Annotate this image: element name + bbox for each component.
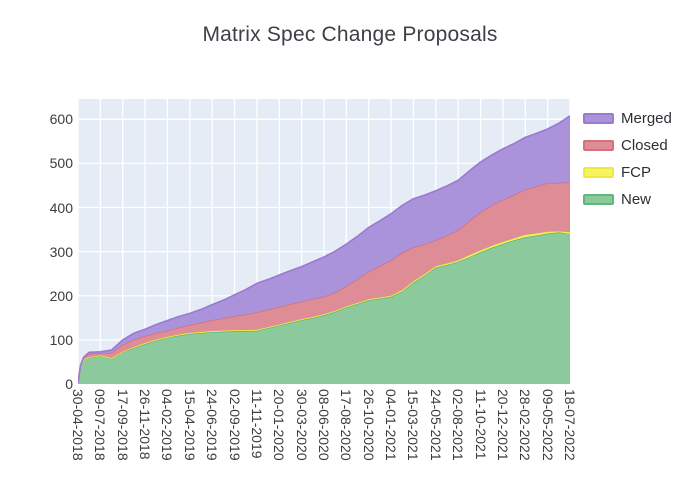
legend-item-merged[interactable]: Merged	[583, 109, 672, 128]
legend-swatch-icon	[583, 113, 614, 124]
x-tick-label: 15-03-2021	[405, 389, 422, 461]
x-tick-label: 17-08-2020	[338, 389, 355, 461]
x-tick-label: 28-02-2022	[517, 389, 534, 461]
x-tick-label: 20-12-2021	[494, 389, 511, 461]
y-tick-label: 200	[49, 287, 73, 304]
line-merged	[78, 115, 570, 384]
legend: Merged Closed FCP New	[583, 109, 672, 217]
y-tick-label: 400	[49, 199, 73, 216]
x-tick-label: 08-06-2020	[316, 389, 332, 461]
legend-item-new[interactable]: New	[583, 190, 672, 209]
chart-title: Matrix Spec Change Proposals	[202, 23, 498, 46]
plot-area[interactable]	[78, 99, 570, 384]
x-tick-label: 17-09-2018	[114, 389, 131, 461]
x-tick-label: 11-11-2019	[248, 389, 265, 459]
legend-swatch-icon	[583, 194, 614, 205]
legend-label: Closed	[621, 137, 668, 154]
x-tick-label: 26-11-2018	[137, 389, 154, 460]
x-tick-label: 24-06-2019	[204, 389, 221, 461]
legend-label: FCP	[621, 164, 651, 181]
legend-item-closed[interactable]: Closed	[583, 136, 672, 155]
x-tick-label: 18-07-2022	[562, 389, 578, 461]
x-tick-label: 11-10-2021	[472, 389, 489, 460]
legend-item-fcp[interactable]: FCP	[583, 163, 672, 182]
legend-label: Merged	[621, 110, 672, 127]
x-tick-label: 02-08-2021	[450, 389, 467, 461]
x-tick-label: 02-09-2019	[226, 389, 243, 461]
area-new[interactable]	[78, 232, 570, 384]
x-tick-label: 24-05-2021	[427, 389, 444, 461]
y-tick-label: 100	[49, 331, 73, 348]
legend-swatch-icon	[583, 140, 614, 151]
y-tick-label: 500	[49, 155, 73, 172]
legend-label: New	[621, 191, 652, 208]
y-tick-label: 300	[49, 243, 73, 260]
x-tick-label: 30-04-2018	[70, 389, 86, 461]
x-tick-label: 09-05-2022	[539, 389, 556, 461]
legend-swatch-icon	[583, 167, 614, 178]
area-closed[interactable]	[78, 181, 570, 384]
x-tick-label: 04-01-2021	[383, 389, 400, 461]
x-tick-label: 26-10-2020	[360, 389, 377, 461]
x-tick-label: 30-03-2020	[293, 389, 310, 461]
x-tick-label: 20-01-2020	[271, 389, 288, 461]
area-merged[interactable]	[78, 115, 570, 384]
y-tick-label: 0	[65, 376, 73, 392]
x-tick-label: 15-04-2019	[181, 389, 198, 461]
y-tick-label: 600	[49, 111, 73, 128]
stacked-area-canvas[interactable]	[78, 99, 570, 384]
x-tick-label: 04-02-2019	[159, 389, 176, 461]
x-tick-label: 09-07-2018	[92, 389, 109, 461]
